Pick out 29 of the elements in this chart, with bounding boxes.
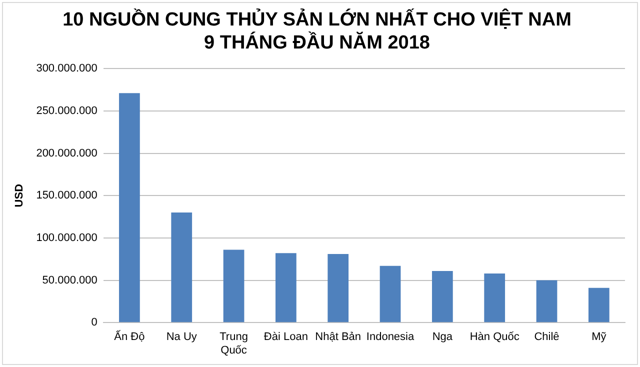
bar [276, 253, 296, 322]
y-axis-title: USD [14, 184, 26, 208]
y-tick-label: 250.000.000 [36, 104, 98, 117]
x-tick-label: Indonesia [366, 331, 415, 344]
chart-title: 10 NGUỒN CUNG THỦY SẢN LỚN NHẤT CHO VIỆT NAM 9 THÁNG ĐẦU NĂM 2018 [62, 8, 572, 54]
y-tick-label: 150.000.000 [36, 190, 98, 202]
x-tick-label: Ấn Độ [114, 330, 145, 344]
x-tick-label: Trung Quốc [220, 331, 248, 356]
x-tick-label: Na Uy [166, 331, 198, 344]
bar [380, 266, 401, 322]
bar [223, 250, 244, 322]
x-tick-label: Nga [432, 331, 454, 344]
bar [171, 212, 192, 322]
bar [119, 93, 140, 322]
y-tick-label: 300.000.000 [36, 62, 98, 75]
y-tick-label: 50.000.000 [42, 274, 98, 286]
y-tick-label: 200.000.000 [36, 147, 98, 160]
bar [588, 288, 610, 322]
bar [536, 280, 558, 322]
bar [432, 270, 453, 322]
y-tick-label: 100.000.000 [36, 232, 98, 244]
x-tick-label: Nhật Bản [315, 331, 362, 344]
x-tick-label: Hàn Quốc [470, 331, 520, 344]
bar [328, 254, 349, 322]
x-tick-label: Chilê [534, 331, 560, 344]
x-tick-label: Đài Loan [264, 331, 308, 344]
y-tick-label: 0 [91, 316, 98, 329]
bar [484, 273, 506, 322]
x-tick-label: Mỹ [592, 331, 607, 344]
